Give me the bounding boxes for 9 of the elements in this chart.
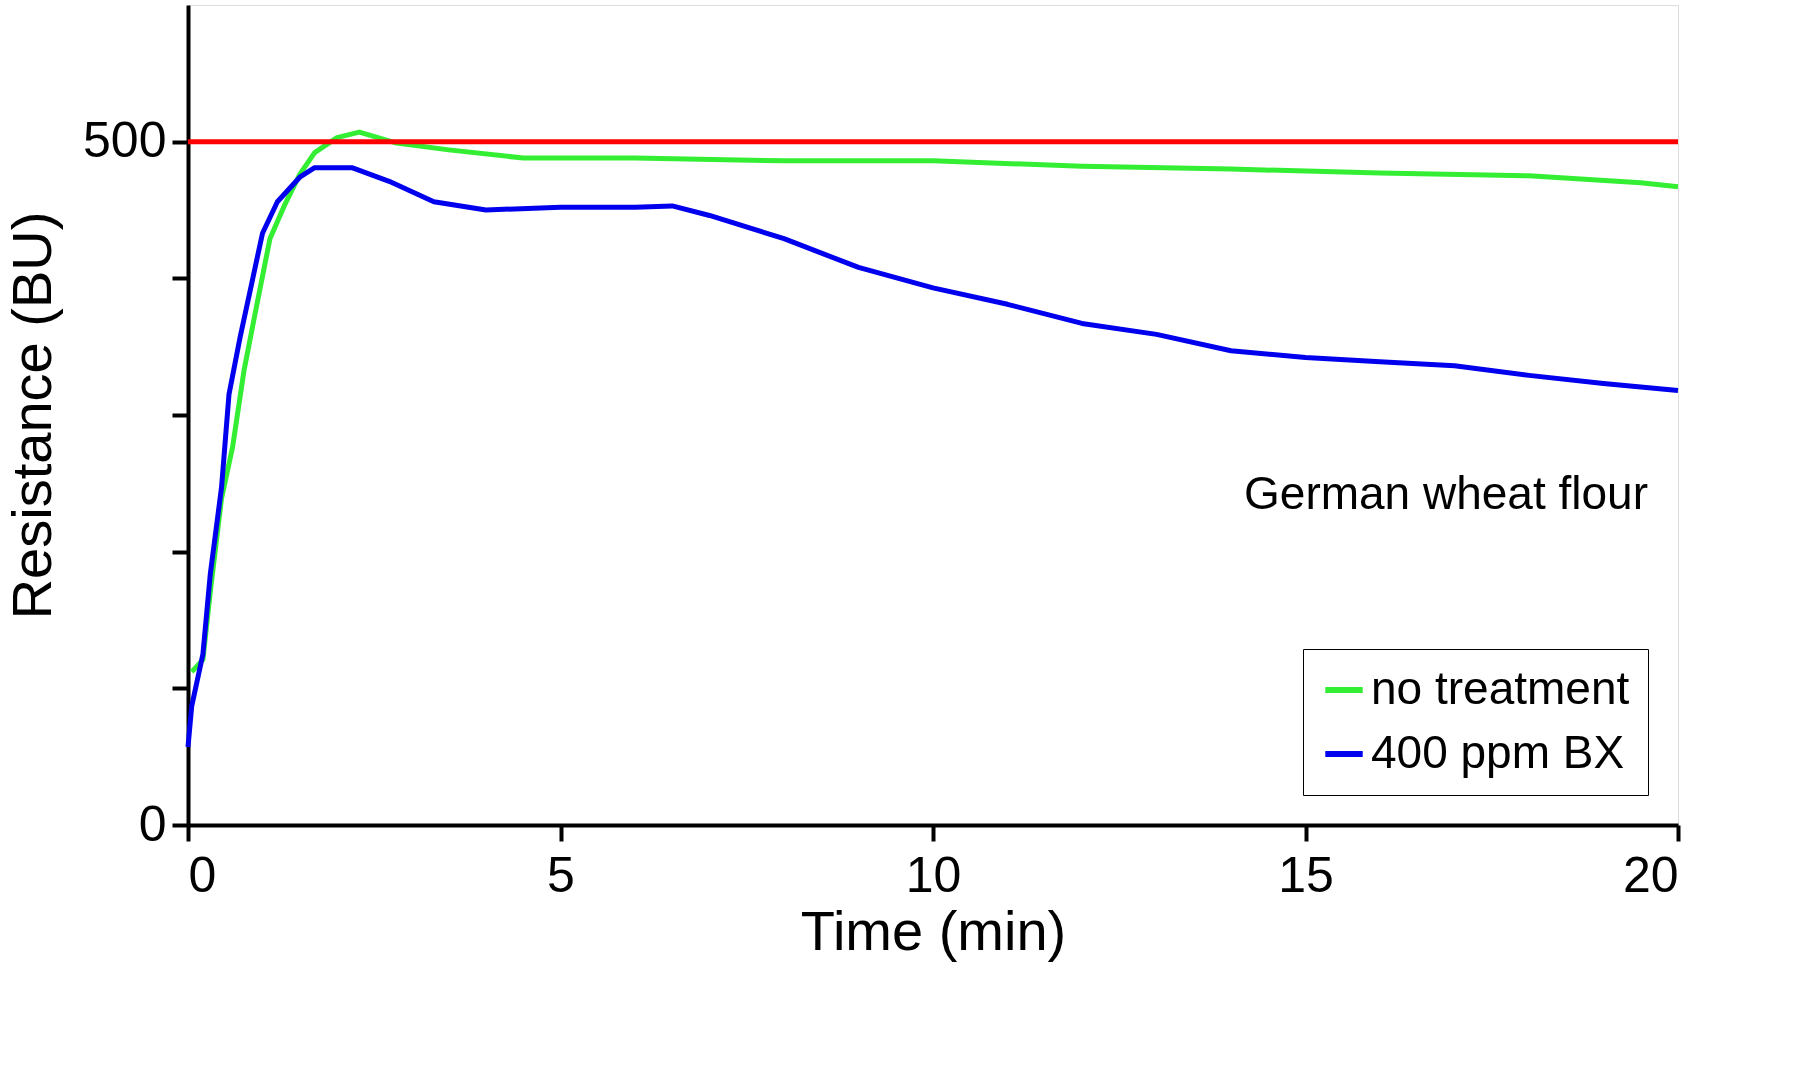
annotation: German wheat flour	[1244, 467, 1648, 519]
y-axis-title: Resistance (BU)	[0, 211, 64, 620]
x-tick-label: 0	[188, 846, 217, 903]
x-tick-label: 20	[1622, 846, 1679, 903]
x-tick-label: 15	[1278, 846, 1334, 903]
legend-label: 400 ppm BX	[1371, 726, 1625, 778]
x-tick-label: 5	[547, 846, 575, 903]
legend-label: no treatment	[1371, 662, 1630, 714]
y-tick-label: 500	[83, 112, 167, 169]
